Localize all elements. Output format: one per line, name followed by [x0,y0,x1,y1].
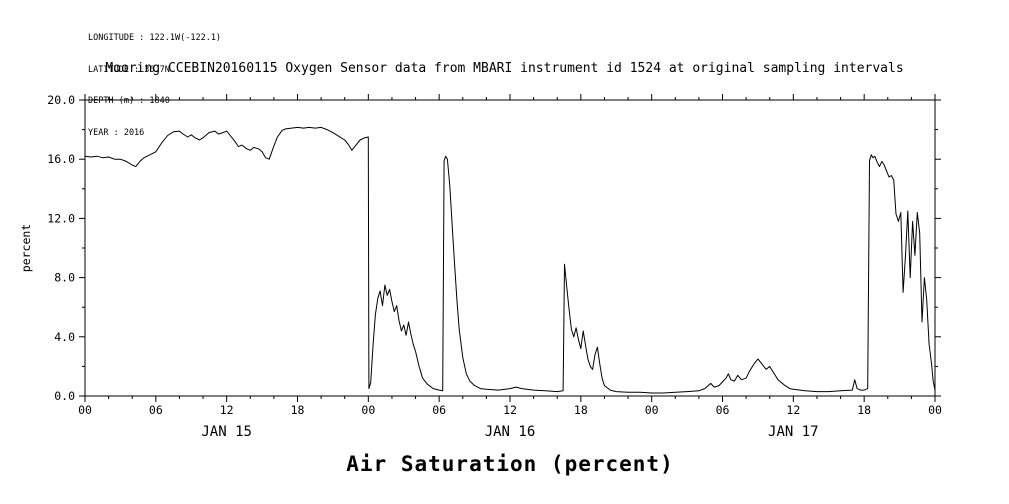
x-tick-label: 18 [574,403,588,417]
y-tick-label: 8.0 [54,271,75,285]
x-tick-label: 12 [786,403,800,417]
date-label: JAN 16 [485,424,536,440]
x-tick-label: 00 [928,403,942,417]
y-axis-title: percent [19,224,33,272]
x-tick-label: 06 [149,403,163,417]
plot-title: Mooring CCEBIN20160115 Oxygen Sensor dat… [105,61,904,76]
metadata-block: LONGITUDE : 122.1W(-122.1) LATITUDE : 36… [88,12,221,159]
x-tick-label: 06 [716,403,730,417]
year-label: YEAR : 2016 [88,127,145,138]
y-tick-label: 4.0 [54,330,75,344]
date-label: JAN 15 [201,424,252,440]
x-tick-label: 00 [78,403,92,417]
longitude-label: LONGITUDE : 122.1W(-122.1) [88,33,222,43]
x-tick-label: 00 [645,403,659,417]
x-axis-title: Air Saturation (percent) [346,452,674,476]
axis-ticks [79,94,941,402]
x-tick-label: 06 [432,403,446,417]
y-tick-label: 12.0 [47,211,75,225]
x-tick-label: 12 [503,403,517,417]
latitude-label: LATITUDE : 36.7N [88,64,170,75]
y-tick-label: 20.0 [47,93,75,107]
axis-labels: 00 06 12 18 00 06 12 18 00 06 12 18 000.04.08.012.01… [19,93,942,440]
y-tick-label: 0.0 [54,389,75,403]
x-tick-label: 12 [220,403,234,417]
date-label: JAN 17 [768,424,819,440]
data-line [84,126,936,394]
y-tick-label: 16.0 [47,152,75,166]
x-tick-label: 00 [361,403,375,417]
depth-label: DEPTH (m) : 1840 [88,96,170,106]
x-tick-label: 18 [291,403,305,417]
x-tick-label: 18 [857,403,871,417]
